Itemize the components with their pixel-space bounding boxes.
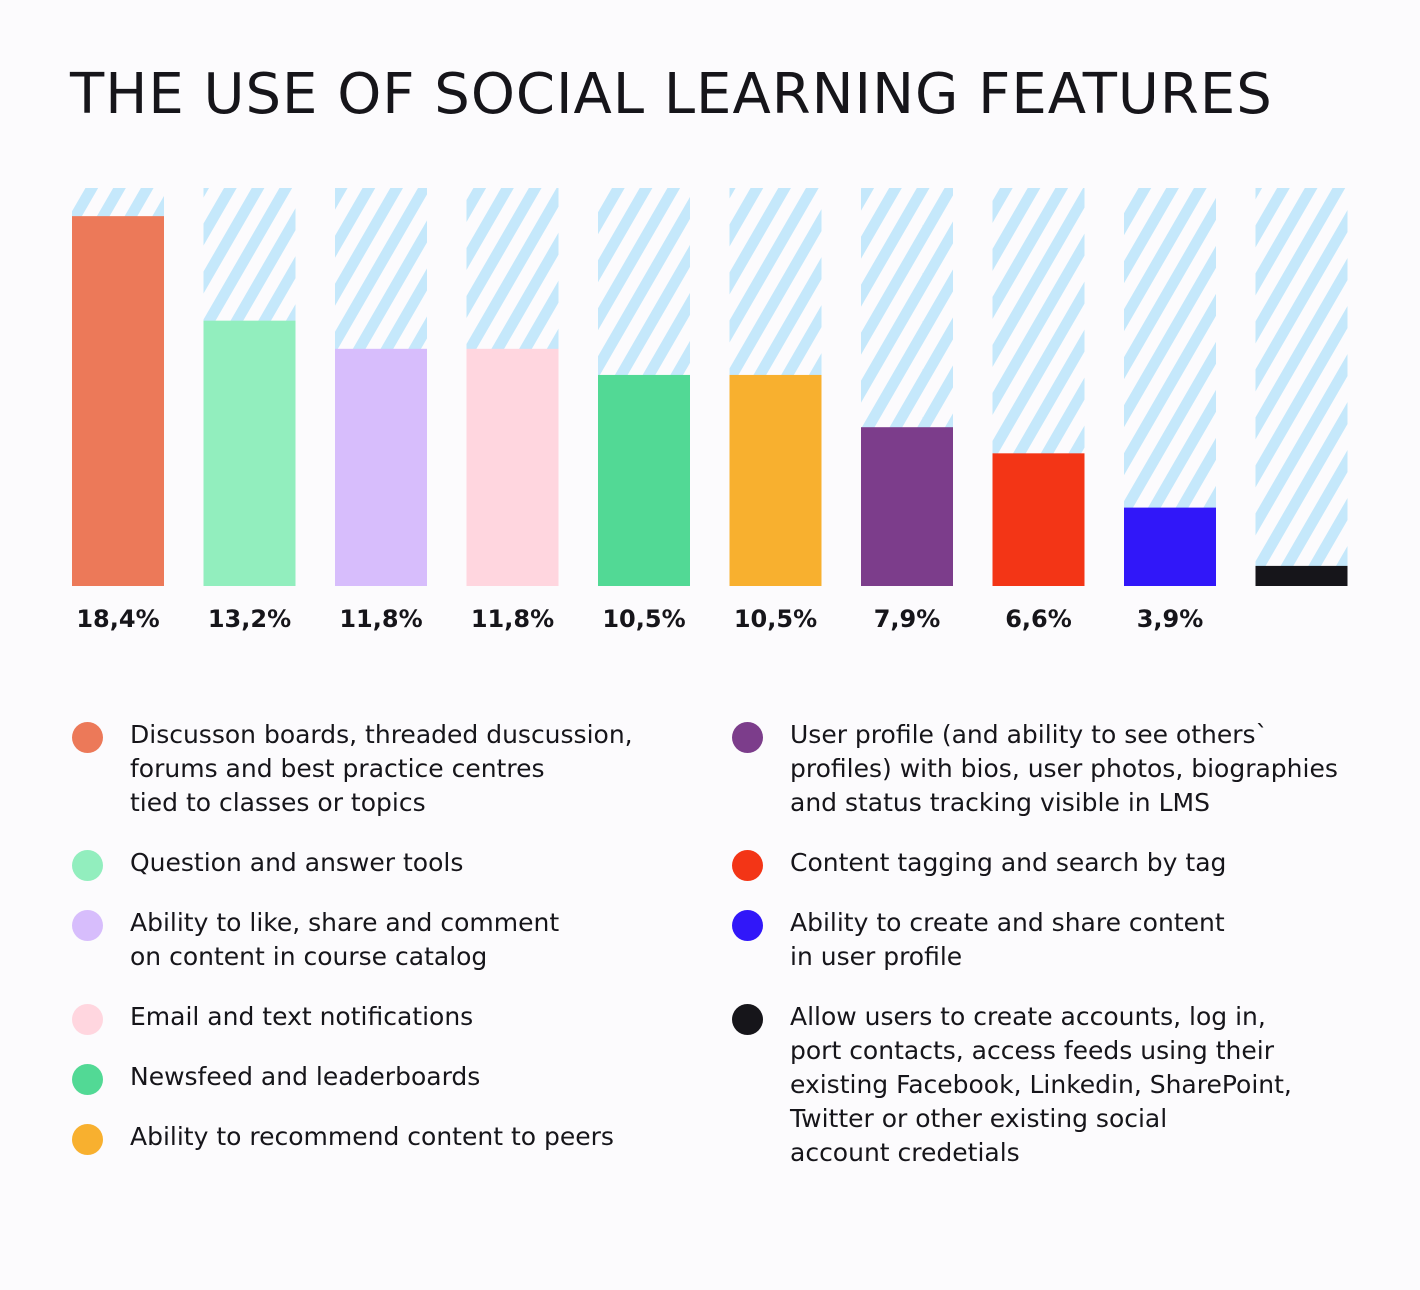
legend-label: Allow users to create accounts, log in, … [790,1002,1292,1167]
value-label-2: 13,2% [208,605,291,633]
value-label-6: 10,5% [734,605,817,633]
legend-label: Newsfeed and leaderboards [130,1062,481,1091]
legend-color-dot [732,910,763,941]
legend-item: Ability to create and share content in u… [730,906,1410,974]
legend-label: Ability to create and share content in u… [790,908,1225,971]
bar-1 [72,216,164,586]
legend-color-dot [72,722,103,753]
bar-5 [598,374,690,586]
legend-color-dot [72,850,103,881]
legend-left-column: Discusson boards, threaded duscussion, f… [70,718,690,1180]
bar-8 [992,453,1085,586]
bar-3 [335,348,427,586]
legend-color-dot [72,1004,103,1035]
legend-label: User profile (and ability to see others`… [790,720,1338,817]
bar-6 [729,374,822,586]
legend-item: Email and text notifications [70,1000,690,1035]
legend-item: Discusson boards, threaded duscussion, f… [70,718,690,820]
value-label-8: 6,6% [1005,605,1072,633]
bar-9 [1124,507,1216,586]
legend-color-dot [732,722,763,753]
legend-label: Discusson boards, threaded duscussion, f… [130,720,633,817]
legend-item: Question and answer tools [70,846,690,881]
bar-background-10 [1255,188,1348,586]
legend-label: Ability to like, share and comment on co… [130,908,560,971]
legend-color-dot [72,1064,103,1095]
legend-color-dot [732,1004,763,1035]
legend-label: Email and text notifications [130,1002,474,1031]
value-label-1: 18,4% [76,605,159,633]
legend-item: Newsfeed and leaderboards [70,1060,690,1095]
legend-color-dot [72,910,103,941]
legend-label: Content tagging and search by tag [790,848,1227,877]
legend-item: Allow users to create accounts, log in, … [730,1000,1410,1170]
legend-color-dot [732,850,763,881]
legend-label: Question and answer tools [130,848,464,877]
value-label-7: 7,9% [874,605,941,633]
legend-color-dot [72,1124,103,1155]
value-label-5: 10,5% [602,605,685,633]
value-label-4: 11,8% [471,605,554,633]
bar-2 [203,320,296,586]
bar-4 [466,348,559,586]
legend-item: Ability to recommend content to peers [70,1120,690,1155]
legend-right-column: User profile (and ability to see others`… [730,718,1410,1196]
legend-item: Ability to like, share and comment on co… [70,906,690,974]
legend-item: Content tagging and search by tag [730,846,1410,881]
bar-10 [1255,565,1348,586]
value-label-3: 11,8% [339,605,422,633]
legend-item: User profile (and ability to see others`… [730,718,1410,820]
chart-title: THE USE OF SOCIAL LEARNING FEATURES [70,62,1273,127]
bar-chart: 18,4% 13,2% 11,8% 11,8% 10,5% 10,5% 7,9% 6,6% 3,… [72,188,1348,633]
legend-label: Ability to recommend content to peers [130,1122,614,1151]
value-label-9: 3,9% [1137,605,1204,633]
bar-7 [861,427,953,586]
